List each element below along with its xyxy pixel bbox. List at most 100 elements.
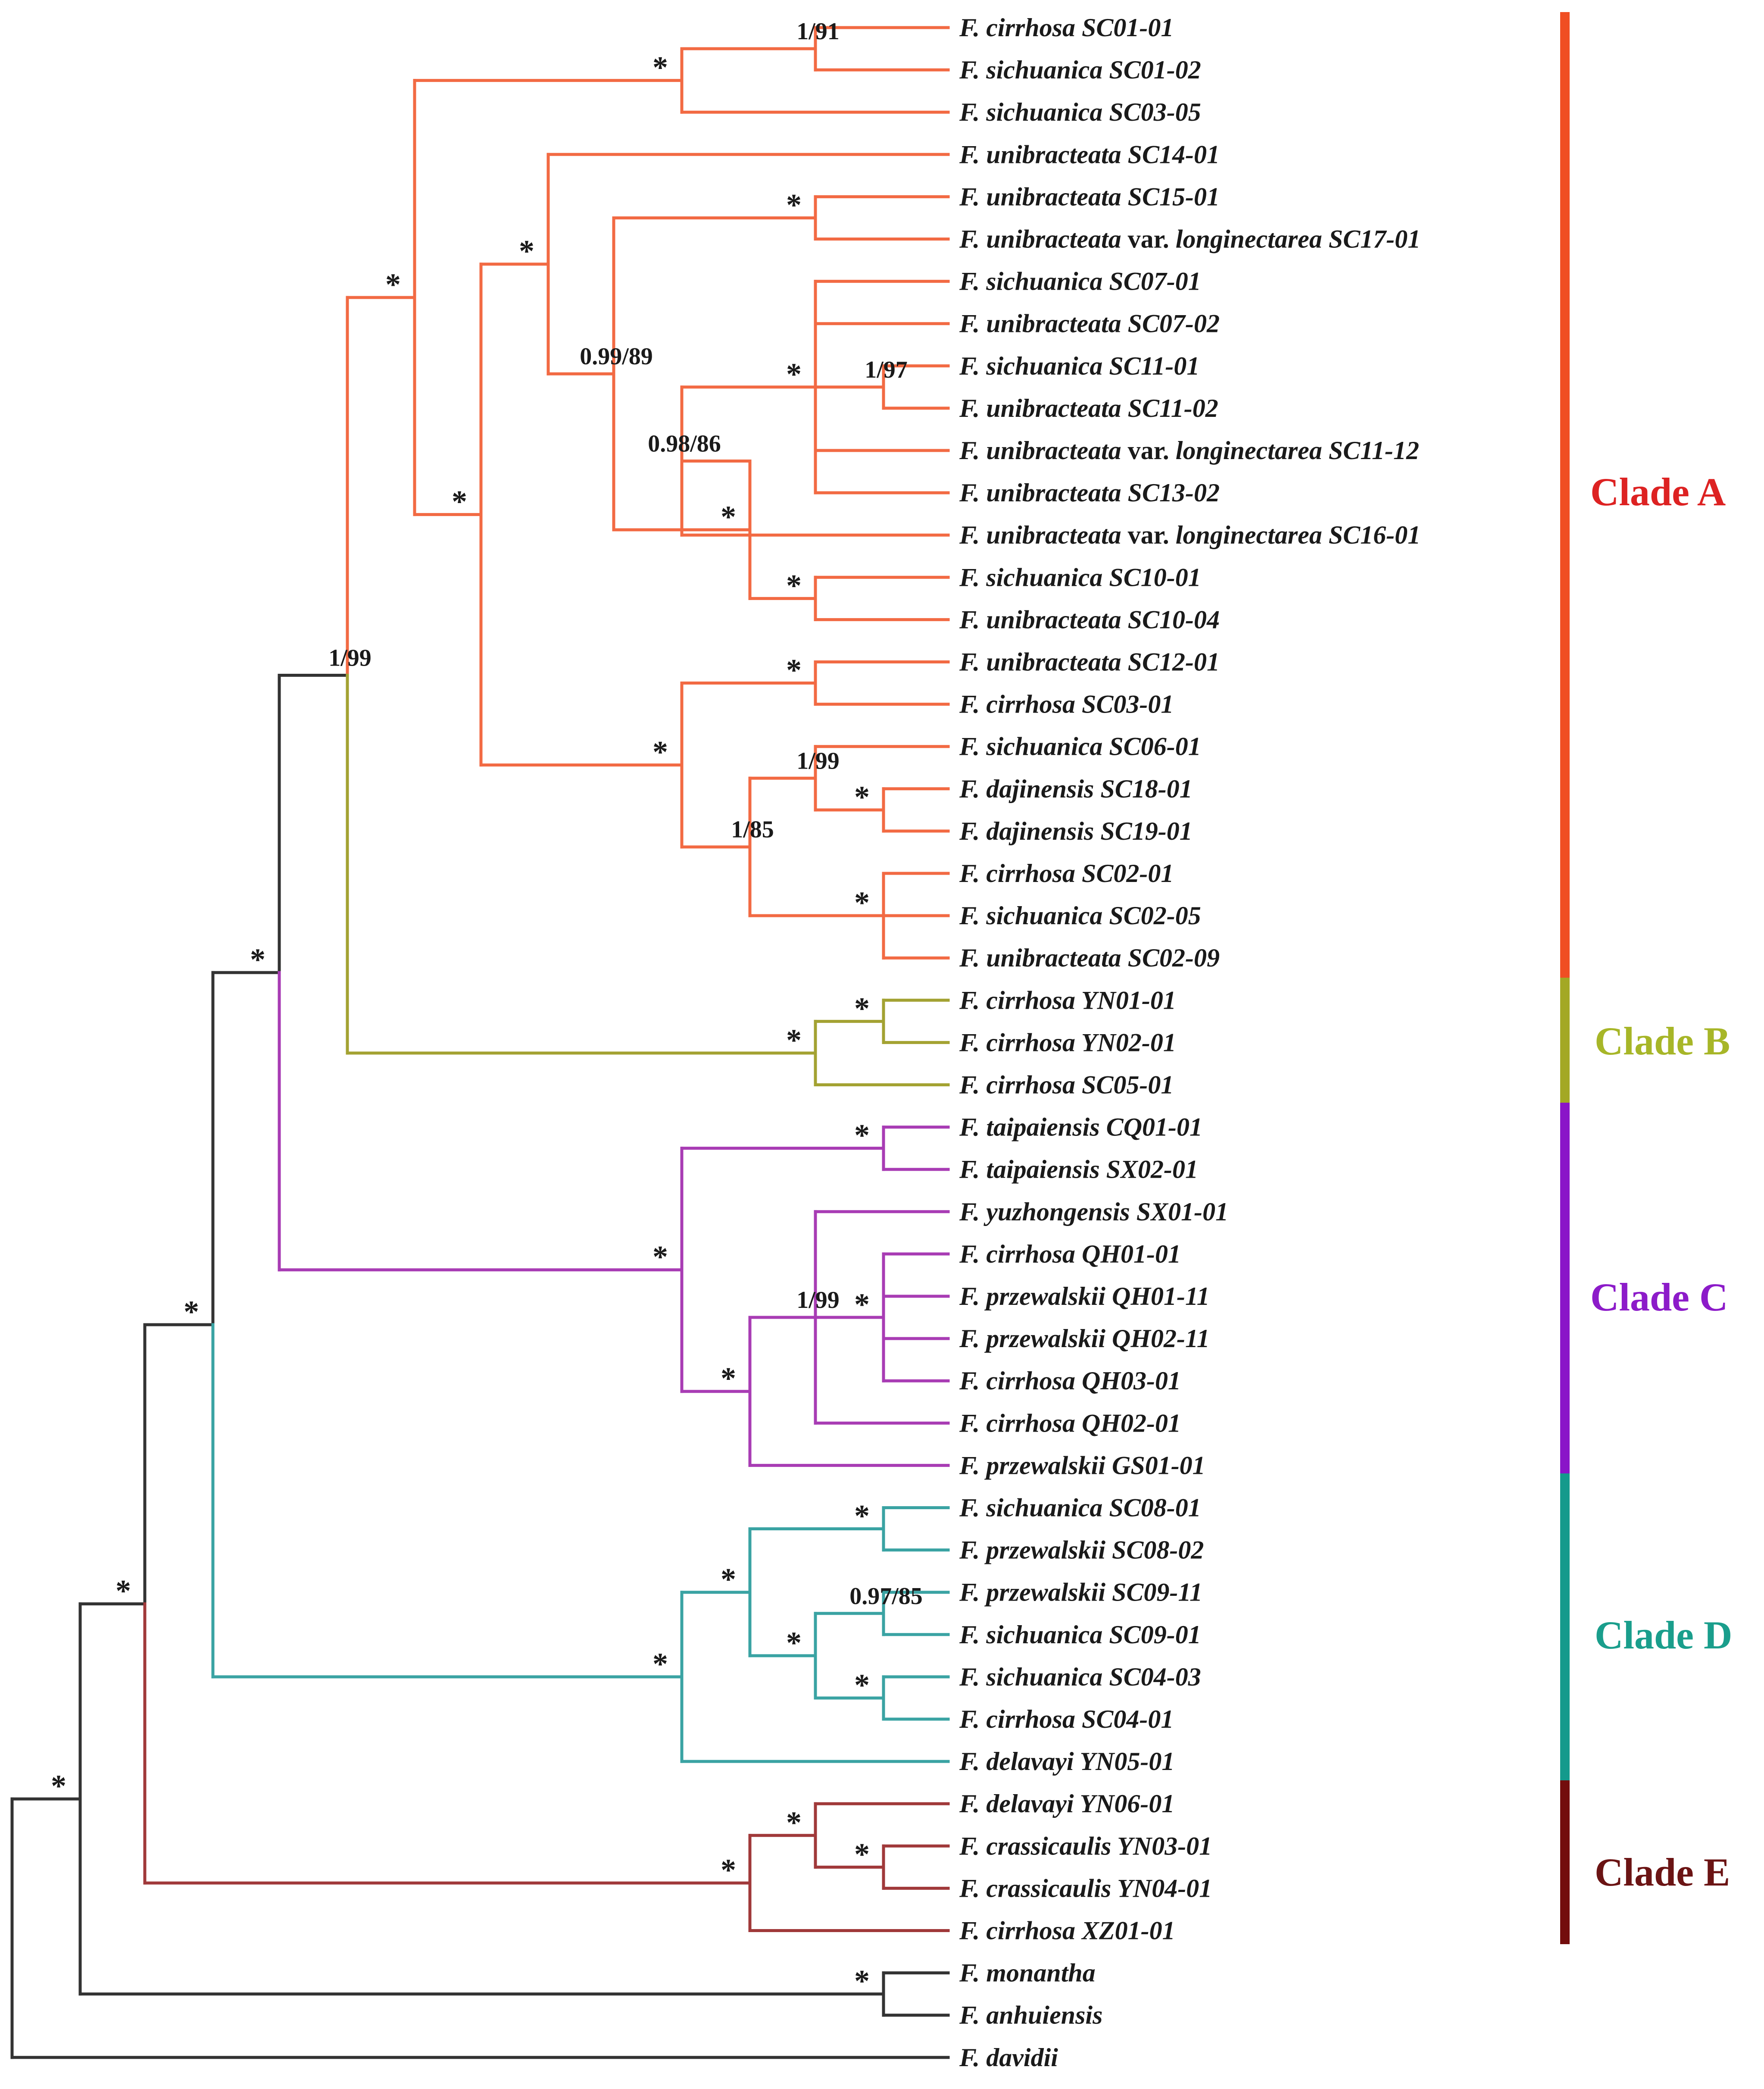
taxon-label: F. monantha <box>959 1959 1096 1987</box>
taxon-label: F. unibracteata SC15-01 <box>959 182 1220 211</box>
clade-annotations: Clade A Clade B Clade C Clade D Clade E <box>1560 12 1732 1944</box>
taxon-label: F. sichuanica SC10-01 <box>959 563 1201 591</box>
taxon-label: F. cirrhosa SC03-01 <box>959 690 1174 719</box>
taxon-label: F. unibracteata SC13-02 <box>959 478 1220 507</box>
support-value: * <box>786 1626 802 1660</box>
support-value: 1/91 <box>796 18 840 45</box>
support-value: * <box>721 500 736 534</box>
support-value: * <box>653 735 668 769</box>
taxon-label: F. cirrhosa SC02-01 <box>959 859 1174 888</box>
support-value: 1/99 <box>796 1287 840 1313</box>
support-value: 1/97 <box>865 357 908 383</box>
taxon-label: F. cirrhosa SC05-01 <box>959 1071 1174 1099</box>
taxon-label: F. unibracteata SC11-02 <box>959 394 1218 422</box>
clade-e-bar <box>1560 1780 1570 1944</box>
support-value: * <box>854 780 870 814</box>
taxon-label: F. anhuiensis <box>959 2001 1102 2030</box>
clade-c-bar <box>1560 1103 1570 1473</box>
support-value: * <box>721 1853 736 1887</box>
support-value: * <box>786 653 802 688</box>
taxon-label: F. sichuanica SC08-01 <box>959 1494 1201 1522</box>
support-value: * <box>854 1287 870 1322</box>
taxon-label: F. unibracteata SC02-09 <box>959 944 1220 972</box>
support-value: 0.99/89 <box>580 343 653 370</box>
clade-d-label: Clade D <box>1595 1613 1732 1657</box>
support-value: * <box>51 1769 66 1803</box>
taxon-label: F. unibracteata SC12-01 <box>959 648 1220 676</box>
taxon-labels: F. cirrhosa SC01-01 F. sichuanica SC01-02… <box>959 13 1421 2072</box>
taxon-label: F. przewalskii SC08-02 <box>959 1536 1204 1564</box>
support-value: * <box>854 1118 870 1153</box>
support-value: 1/99 <box>796 747 840 774</box>
taxon-label: F. sichuanica SC07-01 <box>959 267 1201 296</box>
support-value: * <box>854 1499 870 1533</box>
support-value: * <box>786 568 802 603</box>
support-value: 1/99 <box>328 645 372 672</box>
taxon-label: F. cirrhosa SC04-01 <box>959 1705 1174 1733</box>
taxon-label: F. unibracteata SC14-01 <box>959 140 1220 169</box>
taxon-label: F. przewalskii SC09-11 <box>959 1578 1202 1607</box>
taxon-label: F. crassicaulis YN03-01 <box>959 1832 1212 1860</box>
support-value: * <box>653 1647 668 1681</box>
support-value: * <box>721 1562 736 1597</box>
taxon-label: F. przewalskii GS01-01 <box>959 1451 1205 1479</box>
taxon-label: F. unibracteata var. longinectarea SC17-… <box>959 225 1421 253</box>
taxon-label: F. sichuanica SC04-03 <box>959 1663 1201 1691</box>
taxon-label: F. sichuanica SC03-05 <box>959 98 1201 126</box>
clade-b-label: Clade B <box>1595 1019 1730 1063</box>
taxon-label: F. cirrhosa QH02-01 <box>959 1409 1181 1437</box>
support-value: * <box>653 1240 668 1274</box>
taxon-label: F. dajinensis SC18-01 <box>959 775 1193 803</box>
support-value: * <box>854 1964 870 1998</box>
support-value: * <box>116 1574 131 1608</box>
support-value: * <box>653 50 668 85</box>
clade-a-bar <box>1560 12 1570 978</box>
taxon-label: F. cirrhosa QH01-01 <box>959 1240 1181 1268</box>
taxon-label: F. przewalskii QH02-11 <box>959 1324 1210 1353</box>
clade-b-bar <box>1560 978 1570 1103</box>
taxon-label: F. delavayi YN05-01 <box>959 1747 1174 1776</box>
support-value: * <box>786 1023 802 1057</box>
taxon-label: F. sichuanica SC06-01 <box>959 732 1201 761</box>
support-values: 1/91 * * 1/97 * 0.98/86 * * 0.99/89 * * * 1/99 * 1/85 *… <box>51 18 923 1998</box>
taxon-label: F. cirrhosa YN02-01 <box>959 1028 1176 1057</box>
support-value: * <box>385 267 401 302</box>
support-value: * <box>854 991 870 1026</box>
taxon-label: F. sichuanica SC11-01 <box>959 352 1199 380</box>
support-value: * <box>721 1361 736 1396</box>
taxon-label: F. yuzhongensis SX01-01 <box>959 1198 1228 1226</box>
support-value: * <box>854 1837 870 1871</box>
taxon-label: F. sichuanica SC02-05 <box>959 901 1201 930</box>
support-value: * <box>452 485 467 519</box>
clade-d-bar <box>1560 1473 1570 1780</box>
taxon-label: F. davidii <box>959 2043 1058 2072</box>
support-value: * <box>786 357 802 391</box>
taxon-label: F. taipaiensis CQ01-01 <box>959 1113 1202 1141</box>
tree-branches <box>10 26 950 2059</box>
taxon-label: F. dajinensis SC19-01 <box>959 817 1193 845</box>
taxon-label: F. crassicaulis YN04-01 <box>959 1874 1212 1902</box>
taxon-label: F. przewalskii QH01-11 <box>959 1282 1210 1310</box>
taxon-label: F. cirrhosa SC01-01 <box>959 13 1174 42</box>
support-value: * <box>786 1805 802 1840</box>
taxon-label: F. delavayi YN06-01 <box>959 1789 1174 1818</box>
support-value: * <box>250 942 265 977</box>
support-value: * <box>519 234 534 269</box>
clade-e-label: Clade E <box>1595 1850 1730 1894</box>
support-value: * <box>854 1668 870 1702</box>
taxon-label: F. sichuanica SC01-02 <box>959 56 1201 84</box>
taxon-label: F. cirrhosa YN01-01 <box>959 986 1176 1014</box>
support-value: * <box>786 188 802 222</box>
taxon-label: F. cirrhosa XZ01-01 <box>959 1917 1175 1945</box>
support-value: * <box>854 885 870 920</box>
clade-c-label: Clade C <box>1590 1275 1728 1319</box>
taxon-label: F. unibracteata var. longinectarea SC11-… <box>959 436 1419 465</box>
taxon-label: F. sichuanica SC09-01 <box>959 1620 1201 1649</box>
taxon-label: F. unibracteata SC10-04 <box>959 605 1220 634</box>
support-value: 0.97/85 <box>849 1583 923 1610</box>
clade-a-label: Clade A <box>1590 470 1726 514</box>
support-value: 0.98/86 <box>648 431 721 457</box>
taxon-label: F. unibracteata var. longinectarea SC16-… <box>959 521 1421 549</box>
taxon-label: F. taipaiensis SX02-01 <box>959 1155 1198 1184</box>
